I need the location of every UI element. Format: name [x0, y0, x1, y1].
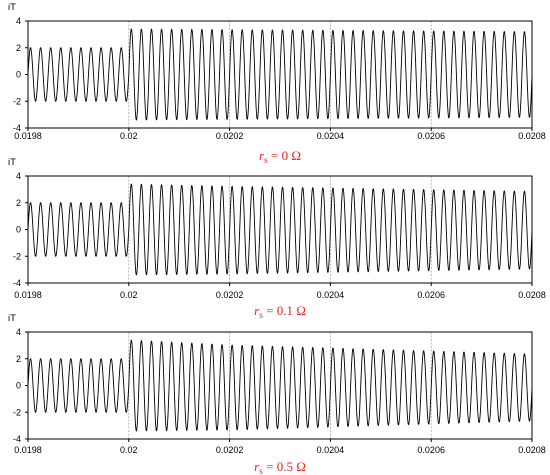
y-tick-label: -2: [13, 96, 21, 106]
x-tick-label: 0.0198: [14, 445, 42, 455]
y-axis-label: iT: [8, 2, 16, 13]
y-tick-label: 2: [16, 43, 21, 53]
x-tick-label: 0.0208: [518, 131, 546, 141]
y-tick-label: -2: [13, 251, 21, 261]
panel-caption: rs = 0 Ω: [259, 148, 301, 166]
x-tick-label: 0.0202: [216, 290, 244, 300]
series-line-iT: [27, 183, 533, 276]
chart-panel-3: 4 2 0 -2 -40.0198 0.02 0.0202 0.0204 0.0206 0.020…: [8, 313, 546, 475]
x-tick-label: 0.02: [120, 290, 138, 300]
chart-panel-1: 4 2 0 -2 -40.0198 0.02 0.0202 0.0204 0.0206 0.020…: [8, 2, 546, 166]
x-tick-label: 0.0204: [317, 290, 345, 300]
x-tick-label: 0.0202: [216, 131, 244, 141]
series-line-iT: [27, 339, 533, 432]
x-tick-label: 0.0198: [14, 131, 42, 141]
x-tick-label: 0.0206: [417, 445, 445, 455]
y-tick-label: -2: [13, 407, 21, 417]
y-axis-label: iT: [8, 313, 16, 324]
y-tick-label: 2: [16, 198, 21, 208]
y-tick-label: 4: [16, 327, 21, 337]
series-line-iT: [27, 28, 533, 121]
y-tick-label: 0: [16, 70, 21, 80]
y-tick-label: 0: [16, 225, 21, 235]
x-tick-label: 0.0208: [518, 445, 546, 455]
x-tick-label: 0.0206: [417, 290, 445, 300]
x-tick-label: 0.0202: [216, 445, 244, 455]
chart-panel-2: 4 2 0 -2 -4 0.0198 0.02 0.0202 0.0204 0.0206 0.020…: [8, 157, 546, 321]
y-tick-label: -4: [13, 123, 21, 133]
x-tick-label: 0.0198: [14, 290, 42, 300]
panel-caption: rs = 0.5 Ω: [254, 459, 306, 475]
x-tick-label: 0.0206: [417, 131, 445, 141]
x-tick-label: 0.0204: [317, 445, 345, 455]
x-tick-label: 0.0208: [518, 290, 546, 300]
y-tick-label: 4: [16, 171, 21, 181]
y-tick-label: 0: [16, 381, 21, 391]
y-tick-label: 2: [16, 354, 21, 364]
y-tick-label: 4: [16, 16, 21, 26]
y-tick-label: -4: [13, 434, 21, 444]
y-axis-label: iT: [8, 157, 16, 168]
y-tick-label: -4: [13, 278, 21, 288]
x-tick-label: 0.02: [120, 131, 138, 141]
x-tick-label: 0.02: [120, 445, 138, 455]
panel-caption: rs = 0.1 Ω: [254, 303, 306, 321]
x-tick-label: 0.0204: [317, 131, 345, 141]
